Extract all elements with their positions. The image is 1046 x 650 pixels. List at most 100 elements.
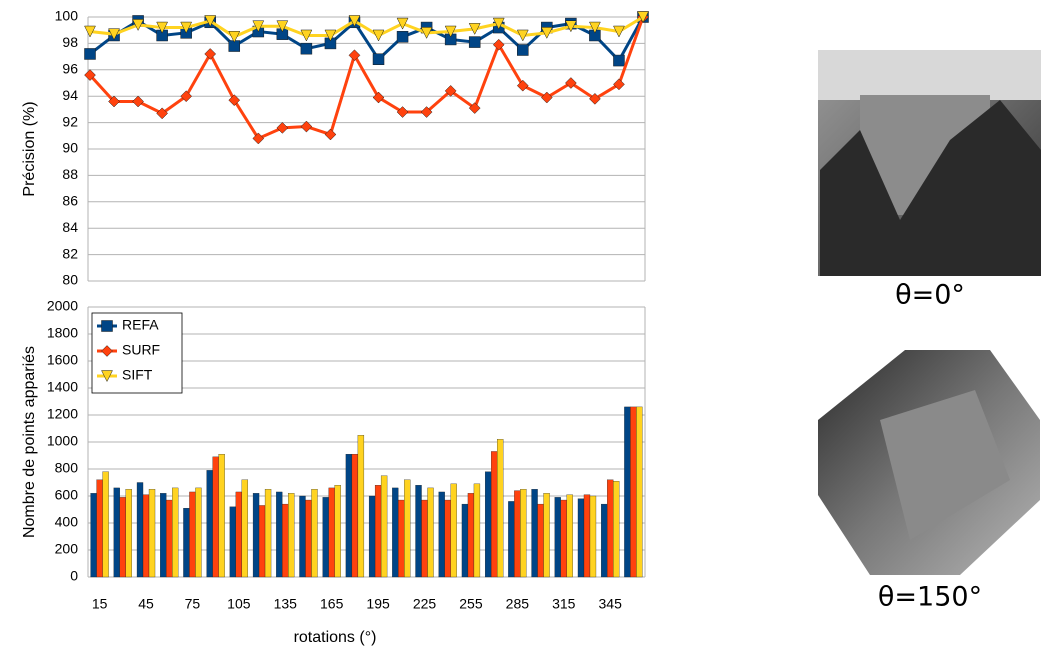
bar: [311, 489, 318, 578]
marker: [108, 28, 120, 41]
marker: [84, 48, 96, 60]
marker: [276, 122, 289, 134]
line: [89, 16, 645, 64]
y-tick-label: 200: [55, 541, 79, 557]
legend-label: SIFT: [122, 367, 153, 383]
photo-0: [818, 50, 1041, 276]
bar: [160, 493, 167, 578]
caption: θ=0°: [895, 280, 965, 311]
bar: [189, 491, 196, 578]
y-tick-label: 1800: [47, 325, 78, 341]
marker: [540, 27, 553, 39]
bar: [444, 499, 451, 578]
bar: [531, 489, 538, 578]
bar: [258, 505, 266, 578]
x-tick-label: 75: [185, 596, 201, 612]
marker: [300, 42, 313, 55]
bar: [577, 498, 585, 578]
legend-marker: [101, 370, 113, 383]
x-tick-label: 195: [366, 596, 390, 612]
marker: [252, 20, 265, 33]
marker: [348, 49, 361, 62]
bar: [102, 471, 109, 578]
marker: [564, 20, 577, 33]
bar: [212, 456, 219, 578]
bar: [229, 506, 237, 578]
marker: [613, 78, 625, 91]
marker: [492, 38, 505, 51]
bar: [496, 439, 504, 578]
bar: [560, 499, 567, 578]
bar: [148, 489, 156, 578]
bar: [630, 406, 637, 578]
x-tick-label: 345: [599, 596, 623, 612]
bar: [96, 479, 103, 578]
line: [89, 15, 644, 39]
marker: [276, 20, 289, 33]
bar: [624, 406, 631, 578]
bar: [334, 485, 341, 578]
marker: [517, 44, 529, 56]
bar: [195, 487, 202, 578]
legend-label: SURF: [122, 342, 160, 358]
marker: [300, 120, 313, 133]
bar: [601, 503, 608, 578]
bar: [508, 501, 515, 578]
bar: [166, 499, 173, 578]
marker: [300, 29, 313, 42]
marker: [252, 132, 265, 145]
bar: [427, 487, 434, 578]
y-tick-label: 0: [70, 568, 78, 584]
bar: [252, 493, 260, 578]
bar: [113, 487, 120, 578]
bar: [119, 497, 126, 578]
bar: [537, 503, 544, 578]
bar: [543, 493, 550, 578]
marker: [444, 25, 457, 38]
marker: [132, 95, 144, 108]
bar: [218, 453, 225, 578]
y-tick-label: 94: [62, 87, 78, 103]
marker: [589, 92, 601, 105]
y-tick-label: 1200: [47, 406, 78, 422]
y-tick-label: 98: [62, 34, 78, 50]
y-tick-label: 92: [62, 113, 78, 129]
bar: [328, 487, 335, 578]
bar: [241, 479, 249, 578]
marker: [204, 48, 217, 60]
marker: [396, 106, 409, 118]
marker: [589, 21, 601, 34]
bar: [461, 503, 469, 578]
bar: [392, 487, 399, 578]
marker: [156, 21, 169, 34]
bar: [636, 406, 643, 578]
bar: [345, 453, 353, 578]
y-axis-label: Nombre de points appariés: [21, 346, 38, 538]
bar: [450, 483, 457, 578]
bar: [351, 453, 359, 578]
y-tick-label: 800: [55, 460, 79, 476]
marker: [420, 27, 433, 39]
marker: [372, 53, 385, 65]
marker: [180, 90, 193, 103]
bar: [276, 491, 283, 578]
bar: [415, 485, 422, 578]
y-axis-label: Précision (%): [21, 101, 38, 196]
bar: [589, 495, 597, 578]
bar: [288, 493, 295, 578]
marker: [84, 69, 96, 81]
marker: [372, 91, 385, 104]
line: [88, 16, 645, 141]
x-tick-label: 285: [506, 596, 530, 612]
x-tick-label: 315: [552, 596, 576, 612]
bar: [282, 503, 289, 578]
bar: [566, 494, 573, 578]
bar: [368, 495, 376, 578]
bar: [467, 493, 475, 578]
bar: [607, 479, 614, 578]
marker: [613, 25, 625, 38]
bar: [264, 489, 272, 578]
x-tick-label: 105: [227, 596, 251, 612]
photo-1: [818, 350, 1040, 575]
